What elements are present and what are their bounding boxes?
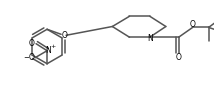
Text: O: O bbox=[28, 39, 34, 48]
Text: O: O bbox=[61, 31, 67, 40]
Text: +: + bbox=[51, 44, 56, 49]
Text: N: N bbox=[147, 34, 153, 43]
Text: O: O bbox=[176, 53, 182, 62]
Text: N: N bbox=[45, 46, 51, 55]
Text: O: O bbox=[190, 20, 196, 29]
Text: O: O bbox=[28, 53, 34, 62]
Text: −: − bbox=[23, 55, 29, 61]
